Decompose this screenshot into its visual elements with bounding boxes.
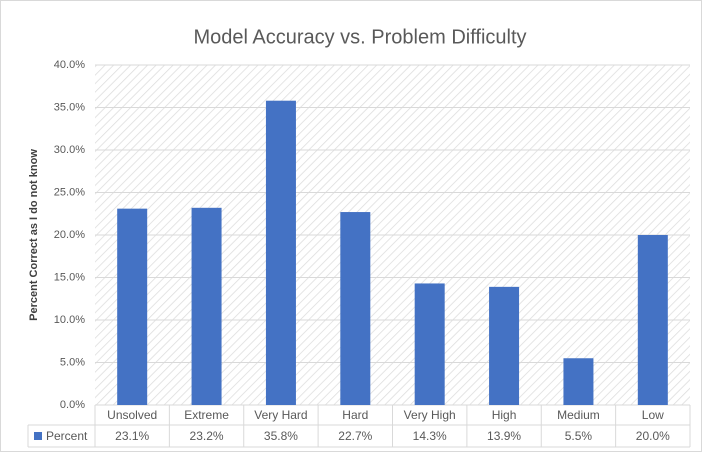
y-tick-label: 15.0% [54, 271, 85, 283]
table-value: 22.7% [338, 429, 372, 443]
x-tick-label: Unsolved [107, 408, 157, 422]
legend-swatch [34, 432, 42, 440]
y-tick-label: 0.0% [60, 399, 85, 411]
y-tick-label: 5.0% [60, 356, 85, 368]
y-tick-label: 20.0% [54, 229, 85, 241]
y-axis-label: Percent Correct as I do not know [28, 149, 40, 321]
table-value: 13.9% [487, 429, 521, 443]
y-tick-label: 25.0% [54, 186, 85, 198]
bar [191, 207, 222, 405]
bar [563, 358, 594, 405]
y-tick-label: 40.0% [54, 59, 85, 71]
legend-label: Percent [46, 429, 88, 443]
table-value: 35.8% [264, 429, 298, 443]
table-value: 20.0% [636, 429, 670, 443]
x-tick-label: Extreme [184, 408, 229, 422]
bar [414, 283, 445, 405]
table-value: 23.2% [190, 429, 224, 443]
y-tick-label: 10.0% [54, 314, 85, 326]
y-tick-label: 30.0% [54, 144, 85, 156]
x-tick-label: Low [642, 408, 664, 422]
bar [265, 100, 296, 405]
bar [489, 286, 520, 405]
x-tick-label: High [492, 408, 517, 422]
y-tick-label: 35.0% [54, 101, 85, 113]
x-tick-label: Very High [404, 408, 456, 422]
bar [340, 212, 371, 405]
chart-title: Model Accuracy vs. Problem Difficulty [193, 26, 526, 48]
x-tick-label: Very Hard [254, 408, 307, 422]
bar [637, 235, 668, 405]
table-value: 23.1% [115, 429, 149, 443]
table-value: 14.3% [413, 429, 447, 443]
x-tick-label: Medium [557, 408, 600, 422]
x-tick-label: Hard [342, 408, 368, 422]
table-value: 5.5% [565, 429, 593, 443]
bar [117, 208, 148, 405]
